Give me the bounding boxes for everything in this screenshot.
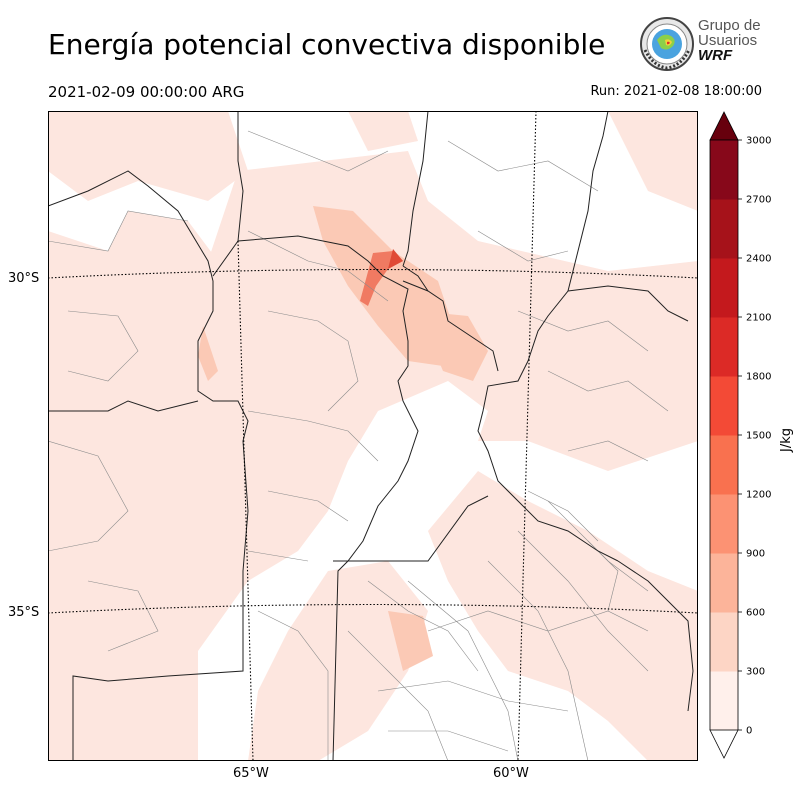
graticule bbox=[48, 111, 698, 761]
cape-map bbox=[48, 111, 698, 761]
colorbar-tick-label: 2700 bbox=[746, 195, 771, 206]
logo-text: Grupo de Usuarios WRF bbox=[698, 17, 761, 64]
colorbar-segment bbox=[710, 199, 738, 259]
colorbar-segment bbox=[710, 671, 738, 731]
run-time: Run: 2021-02-08 18:00:00 bbox=[590, 84, 762, 99]
valid-time: 2021-02-09 00:00:00 ARG bbox=[48, 83, 245, 101]
colorbar-segment bbox=[710, 317, 738, 377]
lat-label-30s: 30°S bbox=[8, 271, 40, 286]
colorbar-segment bbox=[710, 258, 738, 318]
colorbar-tick-label: 1800 bbox=[746, 372, 771, 383]
department-boundaries bbox=[48, 130, 669, 761]
colorbar-segment bbox=[710, 553, 738, 613]
cape-fill-peak bbox=[360, 249, 403, 306]
parallel-30s bbox=[48, 268, 698, 279]
lon-label-60w: 60°W bbox=[493, 766, 529, 781]
colorbar-label: J/kg bbox=[779, 428, 794, 453]
colorbar-tick-label: 3000 bbox=[746, 136, 771, 147]
colorbar-segment bbox=[710, 612, 738, 672]
colorbar-segment bbox=[710, 140, 738, 200]
colorbar-tick-label: 600 bbox=[746, 608, 765, 619]
meridian-65w bbox=[237, 240, 254, 761]
colorbar-extend-over bbox=[709, 111, 739, 141]
colorbar-tick-label: 2100 bbox=[746, 313, 771, 324]
globe-seal-icon bbox=[640, 17, 694, 71]
lon-label-65w: 65°W bbox=[233, 766, 269, 781]
colorbar-tick-label: 1200 bbox=[746, 490, 771, 501]
colorbar-extend-under bbox=[709, 729, 739, 759]
colorbar-tick-label: 900 bbox=[746, 549, 765, 560]
wrf-users-logo: Grupo de Usuarios WRF bbox=[639, 14, 779, 74]
parallel-35s bbox=[48, 603, 698, 614]
province-boundaries bbox=[48, 111, 694, 761]
map-title: Energía potencial convectiva disponible bbox=[48, 28, 606, 61]
colorbar-tick-label: 2400 bbox=[746, 254, 771, 265]
map-frame bbox=[48, 111, 698, 761]
colorbar-tick-label: 0 bbox=[746, 726, 752, 737]
colorbar-segment bbox=[710, 376, 738, 436]
lat-label-35s: 35°S bbox=[8, 605, 40, 620]
cape-fill-low bbox=[48, 111, 698, 761]
colorbar: 0 300 600 900 1200 1500 1800 2100 2400 2700 3000 J… bbox=[709, 111, 794, 759]
colorbar-tick-label: 300 bbox=[746, 667, 765, 678]
colorbar-tick-label: 1500 bbox=[746, 431, 771, 442]
cape-fill-mid bbox=[198, 206, 488, 671]
colorbar-segment bbox=[710, 494, 738, 554]
colorbar-segment bbox=[710, 435, 738, 495]
